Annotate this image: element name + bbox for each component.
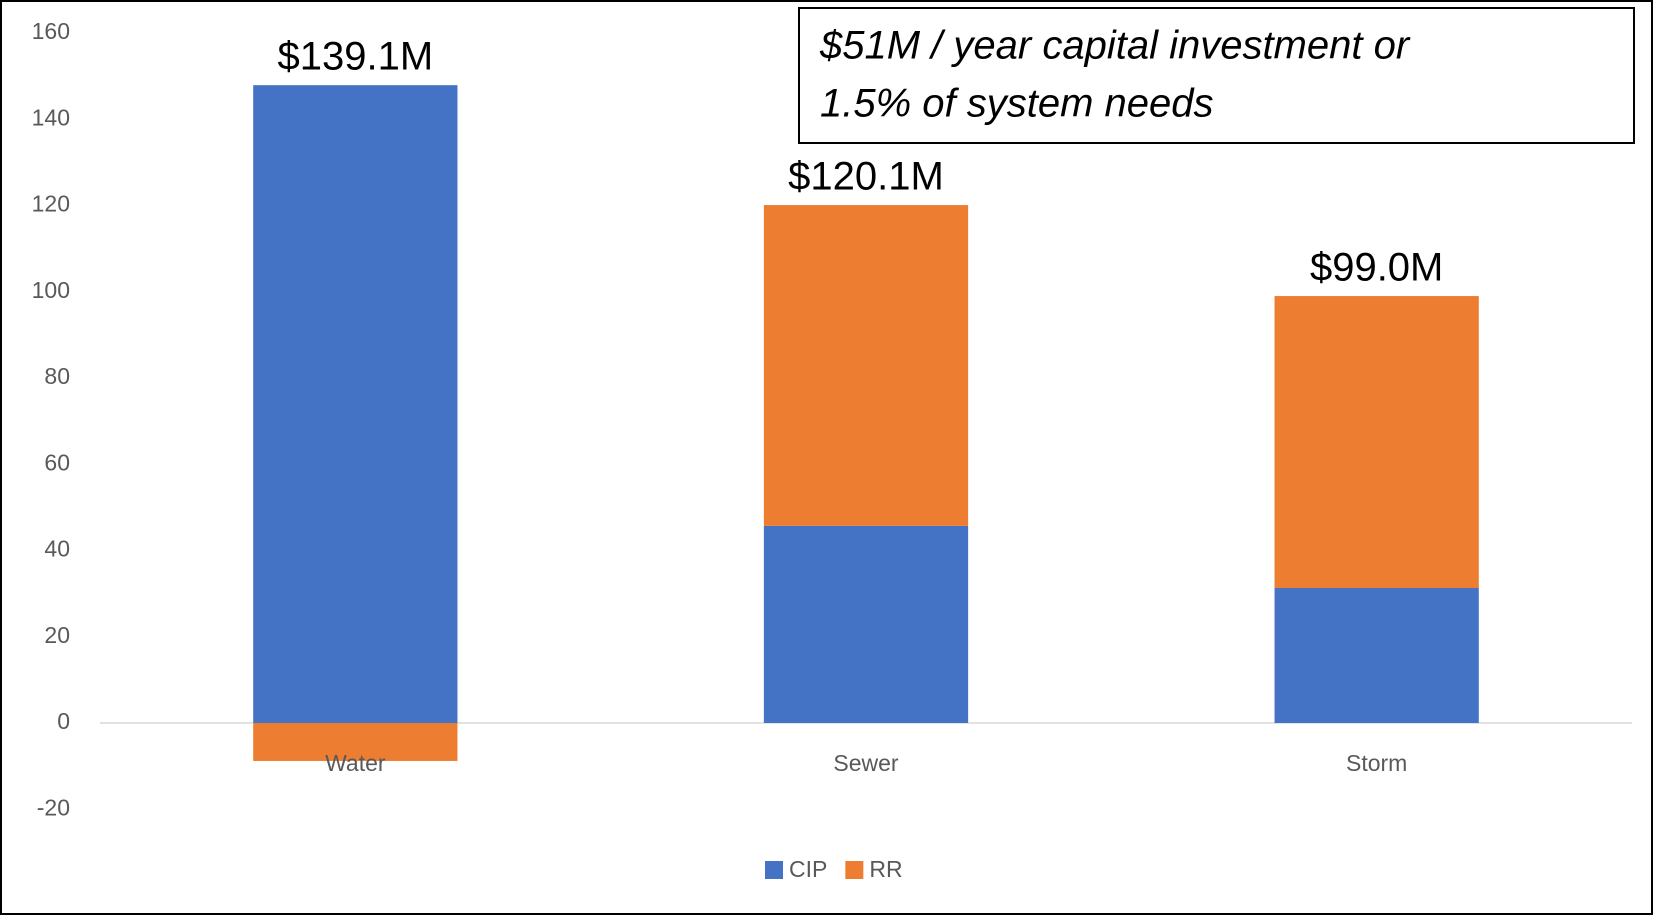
total-label: $120.1M (788, 155, 944, 199)
annotation-line: $51M / year capital investment or (819, 24, 1411, 68)
bar-segment (763, 205, 969, 526)
legend-swatch (765, 861, 783, 879)
y-tick-label: 40 (44, 536, 70, 562)
x-tick-label: Sewer (833, 750, 899, 776)
legend-label: RR (869, 856, 902, 882)
y-tick-label: 120 (32, 191, 70, 217)
total-label: $139.1M (277, 35, 433, 79)
bar-segment (763, 525, 969, 723)
total-label: $99.0M (1310, 246, 1443, 290)
y-tick-label: -20 (37, 794, 70, 820)
y-tick-label: 60 (44, 449, 70, 475)
x-tick-label: Water (325, 750, 386, 776)
annotation-line: 1.5% of system needs (820, 82, 1214, 126)
y-tick-label: 100 (32, 277, 70, 303)
bar-segment (253, 723, 458, 761)
legend-label: CIP (789, 856, 827, 882)
bar-segment (1274, 588, 1479, 723)
y-tick-label: 140 (32, 104, 70, 130)
bar-segment (253, 85, 458, 723)
y-tick-label: 20 (44, 622, 70, 648)
y-tick-label: 160 (32, 18, 70, 44)
y-tick-label: 0 (57, 708, 70, 734)
bar-segment (1274, 296, 1479, 589)
x-tick-label: Storm (1346, 750, 1407, 776)
annotation-box (798, 7, 1635, 144)
legend-swatch (845, 861, 864, 879)
y-tick-label: 80 (44, 363, 70, 389)
